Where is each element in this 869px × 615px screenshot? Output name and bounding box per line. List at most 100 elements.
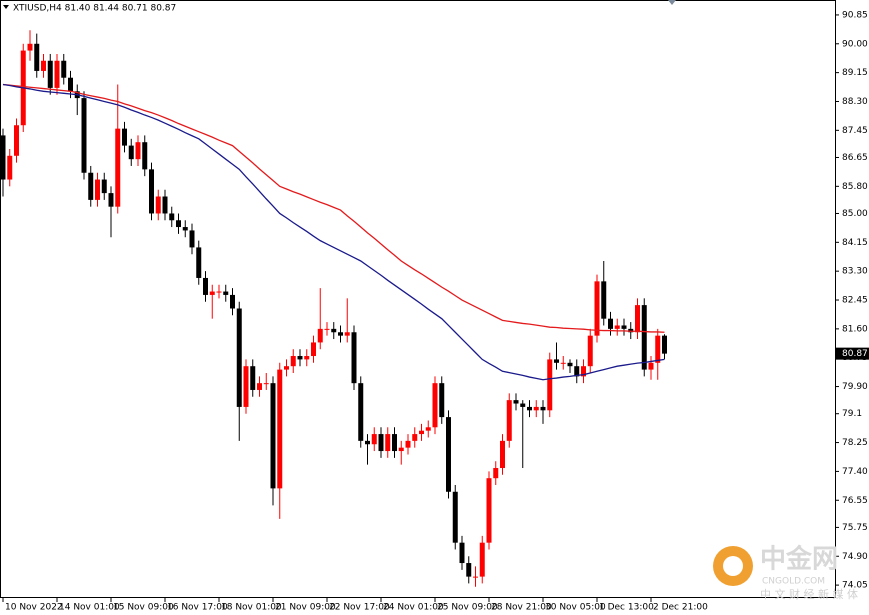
candle-body	[230, 294, 235, 309]
candle-body	[263, 383, 269, 385]
candle-body	[506, 400, 512, 441]
candle-body	[317, 328, 323, 343]
plot-frame	[0, 0, 836, 598]
candle-body	[122, 128, 127, 146]
candle-body	[594, 281, 600, 336]
candle-body	[587, 335, 593, 367]
candle-body	[182, 227, 188, 231]
candle-body	[176, 220, 181, 228]
candle-body	[162, 196, 168, 214]
candle-body	[108, 193, 114, 207]
last-price-label: 80.87	[842, 349, 868, 359]
candle-body	[61, 60, 67, 78]
y-tick-label: 90.00	[842, 39, 868, 49]
y-tick-label: 87.45	[842, 126, 868, 136]
x-tick-label: 24 Nov 01:00	[383, 603, 444, 613]
y-tick-label: 74.05	[842, 581, 868, 591]
candle-body	[479, 542, 485, 577]
candle-body	[196, 247, 202, 278]
candle-body	[628, 328, 634, 333]
candle-body	[567, 362, 573, 367]
candle-body	[41, 60, 46, 71]
y-tick-label: 76.55	[842, 496, 868, 506]
candle-body	[358, 383, 364, 441]
candle-body	[641, 305, 647, 370]
candle-body	[439, 383, 445, 418]
candle-body	[473, 576, 478, 578]
candle-body	[277, 369, 283, 489]
candle-body	[405, 440, 411, 448]
candle-body	[270, 383, 276, 489]
x-tick-label: 21 Nov 09:00	[275, 603, 336, 613]
y-tick-label: 86.65	[842, 153, 868, 163]
candle-body	[250, 366, 256, 390]
candle-body	[425, 427, 431, 431]
x-tick-label: 14 Nov 01:00	[59, 603, 120, 613]
candle-body	[209, 291, 215, 295]
watermark: 中金网 CNGOLD.COM 中 文 财 经 新 媒 体	[713, 544, 858, 601]
candle-body	[459, 542, 465, 564]
shift-marker	[668, 0, 676, 5]
candle-body	[614, 325, 620, 329]
candle-body	[385, 434, 391, 452]
candle-body	[304, 356, 310, 360]
candle-body	[311, 342, 316, 357]
candle-body	[128, 145, 134, 160]
candle-body	[635, 305, 640, 333]
candle-body	[466, 563, 472, 577]
watermark-brand: 中金网	[760, 544, 838, 575]
moving-average	[2, 83, 665, 333]
candle-body	[155, 196, 161, 214]
x-tick-label: 30 Nov 05:00	[545, 603, 606, 613]
candle-body	[142, 142, 148, 170]
candle-body	[412, 434, 418, 441]
x-tick-label: 16 Nov 17:00	[167, 603, 228, 613]
candle-body	[365, 440, 370, 445]
candle-body	[331, 328, 337, 333]
candle-body	[419, 430, 424, 435]
candle-body	[547, 359, 553, 411]
candle-body	[371, 434, 377, 445]
candle-body	[236, 308, 242, 407]
candle-body	[452, 491, 458, 543]
y-tick-label: 84.15	[842, 238, 868, 248]
candle-body	[14, 125, 19, 156]
candle-body	[392, 434, 397, 452]
x-tick-label: 1 Dec 13:00	[599, 603, 654, 613]
candle-body	[54, 60, 60, 88]
candle-body	[560, 362, 566, 364]
candle-body	[662, 335, 667, 354]
candle-body	[344, 332, 350, 336]
y-tick-label: 82.45	[842, 296, 868, 306]
y-tick-label: 74.90	[842, 552, 868, 562]
candle-body	[648, 362, 654, 370]
candle-body	[149, 169, 154, 214]
candle-body	[351, 332, 357, 384]
candle-body	[540, 406, 546, 411]
candle-body	[324, 328, 330, 330]
chart-title: XTIUSD,H4 81.40 81.44 80.71 80.87	[13, 4, 176, 14]
candle-body	[574, 366, 580, 377]
candle-body	[34, 43, 40, 71]
candle-body	[27, 43, 33, 51]
candle-body	[513, 400, 519, 404]
candle-body	[115, 128, 121, 207]
candle-body	[203, 277, 208, 295]
candle-body	[88, 172, 94, 200]
candle-body	[621, 325, 627, 329]
candle-body	[601, 281, 607, 319]
x-tick-label: 28 Nov 21:00	[491, 603, 552, 613]
y-tick-label: 90.85	[842, 10, 868, 20]
x-tick-label: 18 Nov 01:00	[221, 603, 282, 613]
candle-body	[257, 383, 262, 390]
moving-average	[2, 83, 665, 381]
last-price-box	[836, 347, 869, 360]
y-tick-label: 83.30	[842, 267, 868, 277]
y-tick-label: 89.15	[842, 68, 868, 78]
candle-body	[486, 478, 492, 543]
x-tick-label: 25 Nov 09:00	[437, 603, 498, 613]
candle-body	[189, 230, 195, 248]
watermark-tagline: 中 文 财 经 新 媒 体	[760, 587, 858, 601]
